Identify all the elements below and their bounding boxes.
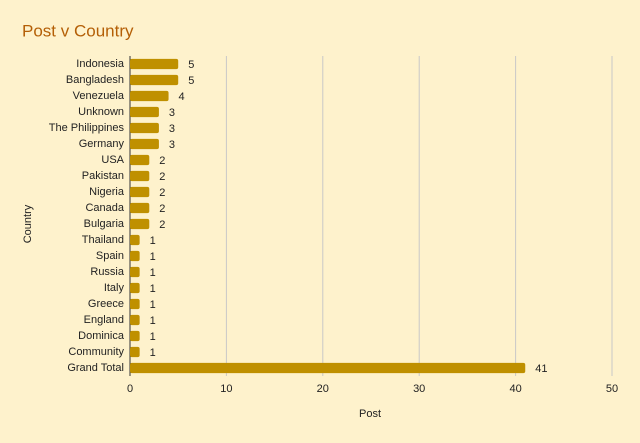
data-label: 2 xyxy=(159,219,165,231)
data-label: 2 xyxy=(159,187,165,199)
bar xyxy=(130,330,140,342)
data-label: 41 xyxy=(535,363,547,375)
y-axis-label: Country xyxy=(22,204,34,243)
bar xyxy=(130,90,169,102)
x-tick-label: 50 xyxy=(606,383,618,395)
data-label: 4 xyxy=(179,91,185,103)
y-tick-label: Italy xyxy=(104,282,125,294)
data-label: 1 xyxy=(150,235,156,247)
bar xyxy=(130,282,140,294)
data-label: 1 xyxy=(150,267,156,279)
y-tick-label: The Philippines xyxy=(49,122,125,134)
y-tick-label: Thailand xyxy=(82,234,124,246)
y-tick-label: Bangladesh xyxy=(66,74,124,86)
x-tick-label: 20 xyxy=(317,383,329,395)
chart-title: Post v Country xyxy=(22,21,134,40)
y-tick-label: Bulgaria xyxy=(84,218,125,230)
data-label: 3 xyxy=(169,123,175,135)
bar xyxy=(130,202,150,214)
data-label: 2 xyxy=(159,155,165,167)
data-label: 1 xyxy=(150,331,156,343)
x-tick-label: 30 xyxy=(413,383,425,395)
bar xyxy=(130,74,179,86)
bar xyxy=(130,138,159,150)
data-label: 1 xyxy=(150,347,156,359)
y-tick-label: Germany xyxy=(79,138,125,150)
y-tick-label: Grand Total xyxy=(67,362,124,374)
y-tick-label: Pakistan xyxy=(82,170,124,182)
y-tick-label: England xyxy=(84,314,124,326)
x-axis-label: Post xyxy=(359,408,381,420)
y-tick-label: USA xyxy=(101,154,124,166)
x-tick-label: 0 xyxy=(127,383,133,395)
bar xyxy=(130,218,150,230)
bar xyxy=(130,250,140,262)
data-label: 1 xyxy=(150,283,156,295)
x-tick-label: 40 xyxy=(509,383,521,395)
bar xyxy=(130,362,526,374)
y-tick-label: Community xyxy=(68,346,124,358)
bar xyxy=(130,122,159,134)
bar xyxy=(130,346,140,358)
bar xyxy=(130,298,140,310)
data-label: 1 xyxy=(150,315,156,327)
y-tick-label: Unknown xyxy=(78,106,124,118)
bar xyxy=(130,314,140,326)
bar xyxy=(130,186,150,198)
data-label: 5 xyxy=(188,75,194,87)
y-tick-label: Nigeria xyxy=(89,186,125,198)
bar xyxy=(130,106,159,118)
y-tick-label: Spain xyxy=(96,250,124,262)
x-tick-label: 10 xyxy=(220,383,232,395)
bar xyxy=(130,234,140,246)
y-tick-label: Venezuela xyxy=(73,90,125,102)
y-tick-label: Dominica xyxy=(78,330,125,342)
bar xyxy=(130,154,150,166)
bar xyxy=(130,58,179,70)
bar xyxy=(130,266,140,278)
y-tick-label: Russia xyxy=(90,266,125,278)
data-label: 2 xyxy=(159,203,165,215)
data-label: 5 xyxy=(188,59,194,71)
y-tick-label: Indonesia xyxy=(76,58,125,70)
data-label: 3 xyxy=(169,139,175,151)
data-label: 2 xyxy=(159,171,165,183)
data-label: 3 xyxy=(169,107,175,119)
y-tick-label: Greece xyxy=(88,298,124,310)
bar xyxy=(130,170,150,182)
data-label: 1 xyxy=(150,251,156,263)
data-label: 1 xyxy=(150,299,156,311)
y-tick-label: Canada xyxy=(85,202,124,214)
